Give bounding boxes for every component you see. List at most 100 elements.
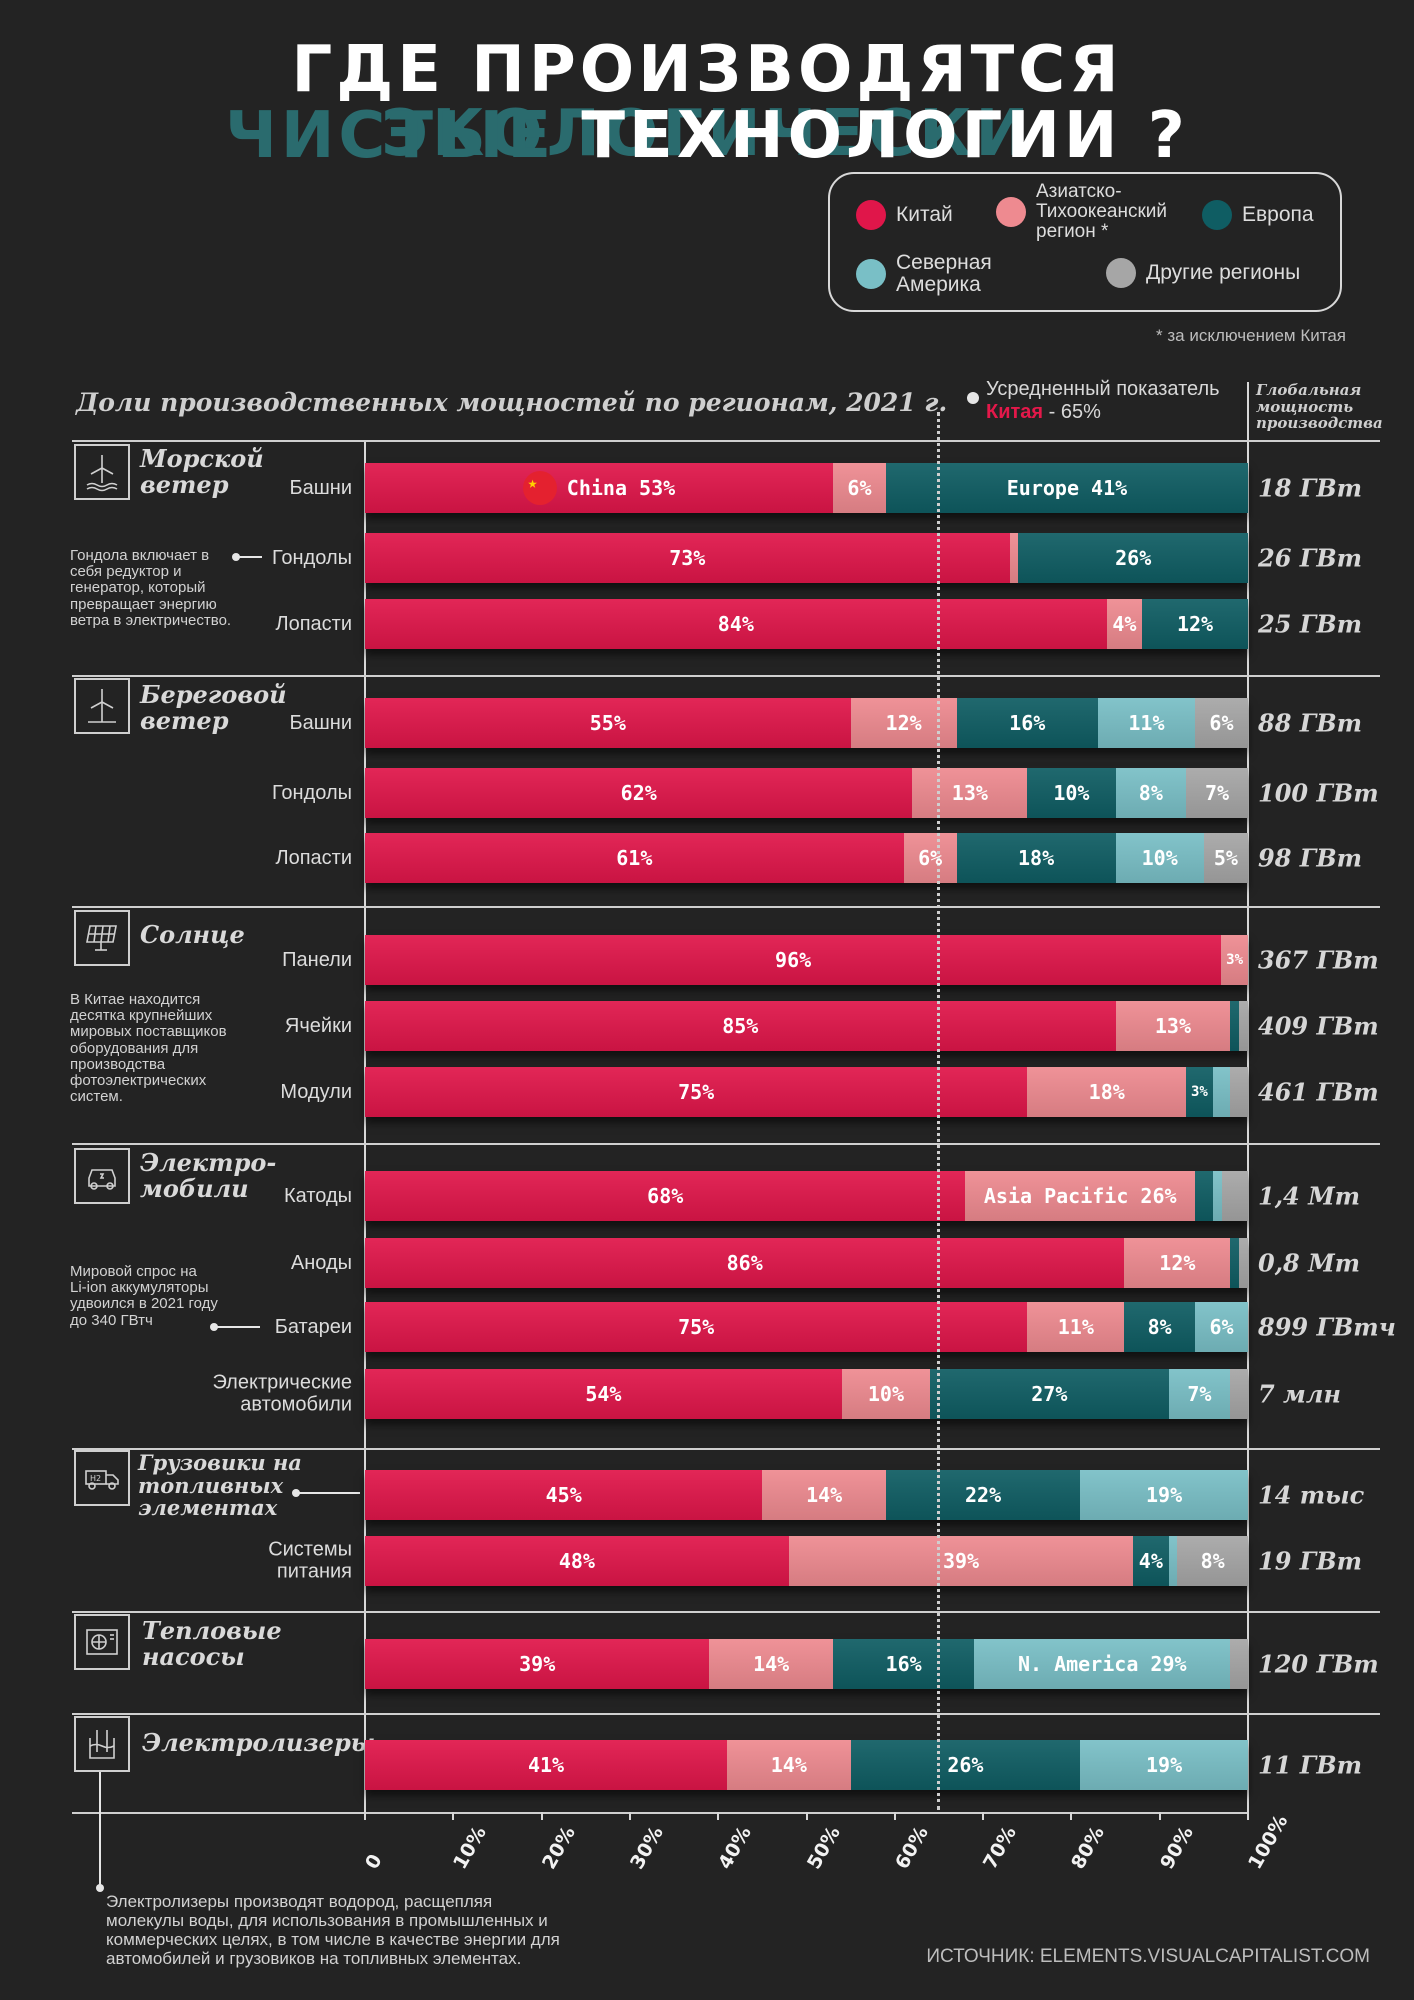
bar-segment-china: 39% <box>365 1639 710 1689</box>
bar-segment-north-america: 8% <box>1115 768 1187 818</box>
stacked-bar: 86% 12% <box>365 1238 1248 1288</box>
bar-segment-europe: 10% <box>1027 768 1116 818</box>
capacity-value: 26 ГВт <box>1258 543 1363 573</box>
bar-segment-north-america <box>1212 1067 1231 1117</box>
bar-segment-europe <box>1230 1238 1240 1288</box>
data-label: 16% <box>1009 711 1046 735</box>
data-label: N. America 29% <box>1017 1652 1187 1676</box>
stacked-bar: 62% 13% 10% 8% 7% <box>365 768 1248 818</box>
bar-segment-asia-pacific: 10% <box>841 1369 931 1419</box>
data-label: 62% <box>620 781 657 805</box>
bar-segment-other <box>1230 1369 1248 1419</box>
legend-label-north-america: Северная Америка <box>896 251 992 297</box>
capacity-value: 367 ГВт <box>1258 945 1379 975</box>
capacity-value: 98 ГВт <box>1258 843 1363 873</box>
solar-panel-icon <box>74 910 130 966</box>
bar-segment-europe: 8% <box>1124 1302 1195 1352</box>
x-tick-mark <box>1247 1812 1249 1820</box>
data-label: China 53% <box>566 476 676 500</box>
axis-hundred-line <box>1247 382 1249 1814</box>
axis-baseline <box>72 1812 1249 1814</box>
x-tick-mark <box>452 1812 455 1820</box>
title-line1-plain: ГДЕ ПРОИЗВОДЯТСЯ <box>291 33 1123 107</box>
data-label: 85% <box>722 1014 759 1038</box>
bar-segment-north-america: 11% <box>1097 698 1195 748</box>
data-label: 73% <box>669 546 706 570</box>
bar-segment-europe: 26% <box>850 1740 1081 1790</box>
capacity-value: 899 ГВтч <box>1258 1312 1396 1342</box>
data-label: 27% <box>1031 1382 1068 1406</box>
row-label: Электрические автомобили <box>212 1371 352 1416</box>
capacity-value: 409 ГВт <box>1258 1011 1379 1041</box>
data-label: 16% <box>885 1652 922 1676</box>
capacity-value: 18 ГВт <box>1258 473 1363 503</box>
x-tick-mark <box>717 1812 720 1820</box>
data-label: 10% <box>1053 781 1090 805</box>
capacity-value: 25 ГВт <box>1258 609 1363 639</box>
bar-segment-europe <box>1195 1171 1213 1221</box>
x-tick-mark <box>1070 1812 1073 1820</box>
bar-segment-asia-pacific: 6% <box>903 833 957 883</box>
chart-subtitle: Доли производственных мощностей по регио… <box>76 388 948 417</box>
x-tick-label: 40% <box>714 1822 756 1873</box>
data-label: 18% <box>1088 1080 1125 1104</box>
data-label: 12% <box>885 711 922 735</box>
capacity-header: Глобальная мощность производства <box>1256 381 1383 432</box>
bar-segment-asia-pacific: 12% <box>850 698 957 748</box>
data-label: 75% <box>678 1080 715 1104</box>
note-solar: В Китае находится десятка крупнейших мир… <box>70 991 227 1106</box>
data-label: 75% <box>678 1315 715 1339</box>
legend-label-other: Другие регионы <box>1146 260 1301 284</box>
data-label: 19% <box>1146 1483 1183 1507</box>
electrolyzer-dot <box>96 1884 104 1892</box>
data-label: 10% <box>1141 846 1178 870</box>
row-label: Гондолы <box>271 546 352 569</box>
data-label: 19% <box>1146 1753 1183 1777</box>
capacity-value: 1,4 Мт <box>1258 1181 1361 1211</box>
bar-segment-asia-pacific: 14% <box>762 1470 886 1520</box>
bar-segment-europe: 26% <box>1018 533 1248 583</box>
bar-segment-asia-pacific: 14% <box>727 1740 851 1790</box>
section-divider-0 <box>72 440 1380 442</box>
bar-segment-north-america: 10% <box>1115 833 1204 883</box>
data-label: 12% <box>1159 1251 1196 1275</box>
title-line1-highlight: ЭКОЛОГИЧЕСКИ <box>381 97 1033 171</box>
data-label: 54% <box>585 1382 622 1406</box>
average-label-line1: Усредненный показатель <box>986 378 1220 400</box>
x-tick-mark <box>1158 1812 1161 1820</box>
axis-zero-line <box>364 442 366 1814</box>
section-divider-6 <box>72 1713 1380 1715</box>
capacity-value: 120 ГВт <box>1258 1649 1379 1679</box>
stacked-bar: 96% 3% <box>365 935 1248 985</box>
bar-segment-china: 54% <box>365 1369 842 1419</box>
bar-segment-other <box>1239 1238 1248 1288</box>
x-tick-label: 90% <box>1155 1822 1198 1873</box>
electrolyzer-icon <box>74 1716 130 1772</box>
bar-segment-other: 5% <box>1203 833 1248 883</box>
data-label: 41% <box>527 1753 565 1777</box>
legend-swatch-china <box>856 200 886 230</box>
note-batteries-connector <box>214 1326 260 1328</box>
section-title-electrolyzers: Электролизеры <box>142 1728 376 1757</box>
data-label: 14% <box>806 1483 843 1507</box>
legend-label-asia-pacific: Азиатско- Тихоокеанский регион * <box>1036 181 1167 242</box>
x-tick-label: 50% <box>802 1822 845 1873</box>
x-tick-label: 80% <box>1067 1822 1110 1873</box>
data-label: 3% <box>1191 1084 1208 1100</box>
row-label: Башни <box>289 711 352 734</box>
legend-item-asia-pacific: Азиатско- Тихоокеанский регион * <box>996 182 1167 242</box>
data-label: 6% <box>1209 711 1234 735</box>
bar-segment-europe: 16% <box>956 698 1098 748</box>
data-label: 68% <box>647 1184 684 1208</box>
row-label: Системы питания <box>268 1538 352 1583</box>
bar-segment-china: 45% <box>365 1470 763 1520</box>
note-nacelle: Гондола включает в себя редуктор и генер… <box>70 547 232 629</box>
section-divider-3 <box>72 1143 1380 1145</box>
x-tick-label: 20% <box>537 1822 580 1873</box>
data-label: 45% <box>545 1483 582 1507</box>
x-tick-mark <box>364 1812 366 1820</box>
bar-segment-china: 55% <box>365 698 851 748</box>
x-tick-mark <box>893 1812 896 1820</box>
bar-segment-asia-pacific: 39% <box>788 1536 1134 1586</box>
legend-label-china: Китай <box>896 202 953 226</box>
